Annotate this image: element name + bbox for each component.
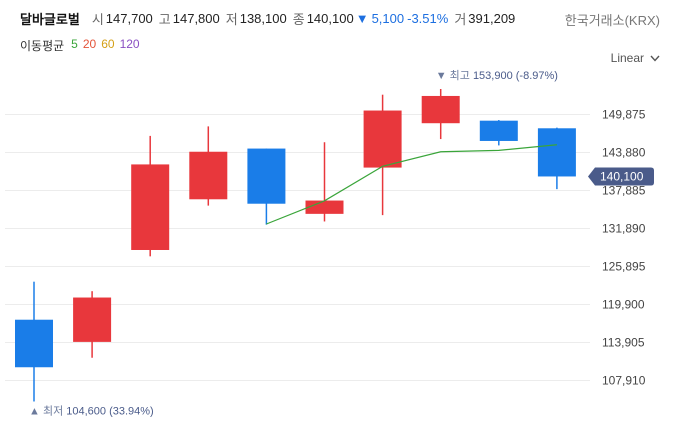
ma-legend-title: 이동평균 [20, 39, 65, 53]
candle-body [247, 148, 286, 204]
candle-body [73, 297, 112, 342]
candle [421, 88, 460, 140]
ma-60-toggle[interactable]: 60 [101, 37, 115, 51]
annotation-arrow-icon: ▲ [29, 405, 43, 417]
candle-body [479, 120, 518, 141]
annotation-value: 104,600 (33.94%) [66, 405, 153, 417]
y-tick-label: 107,910 [602, 374, 646, 388]
price-annotation: ▼ 최고 153,900 (-8.97%) [436, 69, 558, 82]
candle [247, 148, 286, 225]
close-value: 140,100 [306, 10, 354, 26]
exchange-label: 한국거래소(KRX) [564, 13, 660, 28]
annotation-label: 최고 [450, 69, 473, 82]
y-tick-label: 137,885 [602, 184, 646, 198]
candle [305, 142, 344, 222]
change-percent: -3.51% [407, 10, 449, 26]
y-tick-label: 149,875 [602, 108, 646, 122]
ma-120-toggle[interactable]: 120 [119, 37, 140, 51]
ma-5-toggle[interactable]: 5 [71, 37, 78, 51]
open-value: 147,700 [105, 10, 153, 26]
open-label: 시 [91, 11, 104, 27]
candle [131, 135, 170, 257]
candle [15, 281, 53, 402]
candle [73, 291, 112, 358]
stock-name: 달바글로벌 [20, 11, 80, 27]
candles [15, 88, 576, 402]
current-price-badge: 140,100 [588, 167, 654, 186]
current-price-badge-bg [588, 167, 654, 186]
candle-body [189, 151, 228, 200]
candle-body [421, 95, 460, 124]
high-value: 147,800 [172, 10, 220, 26]
scale-selector-label: Linear [610, 51, 644, 65]
moving-average-lines [266, 144, 557, 225]
y-tick-label: 131,890 [602, 222, 646, 236]
candle-body [363, 110, 402, 168]
annotation-value: 153,900 (-8.97%) [473, 70, 558, 82]
low-value: 138,100 [239, 10, 287, 26]
volume-value: 391,209 [468, 10, 516, 26]
annotation-arrow-icon: ▼ [436, 70, 450, 82]
candle-body [537, 128, 576, 177]
candle [479, 120, 518, 146]
candle-body [131, 164, 170, 250]
candle-body [305, 200, 344, 214]
chevron-down-icon [650, 55, 660, 62]
scale-selector[interactable]: Linear [611, 51, 660, 65]
change-value: 5,100 [371, 10, 405, 26]
annotations: 140,100 ▼ 최고 153,900 (-8.97%) ▲ 최저 104,600… [29, 69, 654, 417]
high-label: 고 [158, 11, 171, 27]
annotation-label: 최저 [43, 404, 66, 417]
moving-average-legend: 이동평균 5 20 60 120 [20, 37, 140, 54]
close-label: 종 [292, 11, 305, 27]
y-tick-label: 119,900 [602, 298, 645, 312]
price-annotation: ▲ 최저 104,600 (33.94%) [29, 404, 154, 417]
ma5-line [266, 144, 557, 225]
y-tick-label: 113,905 [602, 336, 645, 350]
candle [537, 127, 576, 190]
stock-header: 달바글로벌 시 147,700 고 147,800 저 138,100 종 14… [20, 8, 515, 28]
low-label: 저 [225, 11, 238, 27]
candle-body [15, 319, 53, 368]
ma-20-toggle[interactable]: 20 [82, 37, 97, 51]
candle [363, 94, 402, 216]
change-down-icon: ▼ [355, 10, 369, 26]
y-axis: 107,910 113,905 119,900 125,895 131,890 137,8… [602, 108, 646, 388]
volume-label: 거 [454, 11, 467, 27]
y-tick-label: 125,895 [602, 260, 646, 274]
y-tick-label: 143,880 [602, 146, 646, 160]
candle [189, 126, 228, 206]
current-price-label: 140,100 [600, 169, 644, 183]
